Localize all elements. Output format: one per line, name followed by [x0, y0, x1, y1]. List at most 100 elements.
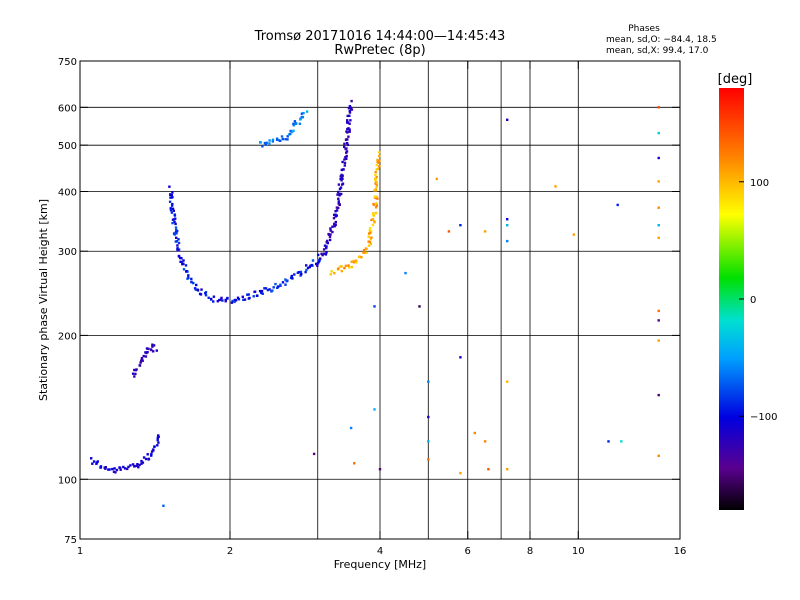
data-point: [264, 143, 268, 146]
data-point: [340, 173, 343, 177]
data-point: [224, 298, 227, 302]
data-point: [292, 124, 296, 127]
data-point: [212, 300, 215, 303]
data-point: [260, 289, 264, 293]
data-point: [169, 209, 173, 212]
data-points: [90, 99, 660, 507]
data-point: [322, 248, 326, 251]
data-point: [348, 128, 351, 131]
data-point: [131, 463, 135, 466]
data-point: [263, 287, 266, 290]
data-point: [341, 182, 345, 185]
data-point: [169, 193, 172, 196]
data-point: [133, 464, 136, 468]
data-point: [311, 259, 315, 262]
data-point: [374, 206, 378, 209]
data-point: [348, 266, 351, 269]
data-point: [221, 299, 224, 302]
data-point: [657, 393, 660, 397]
data-point: [284, 278, 287, 281]
data-point: [377, 167, 380, 170]
data-point: [260, 291, 263, 294]
data-point: [343, 164, 346, 167]
data-point: [375, 181, 378, 184]
data-point: [317, 260, 321, 263]
data-point: [368, 241, 372, 244]
data-point: [258, 289, 262, 293]
data-point: [375, 184, 378, 187]
data-point: [657, 156, 660, 160]
data-point: [299, 270, 303, 274]
data-point: [293, 273, 296, 276]
data-point: [177, 248, 181, 251]
data-point: [99, 465, 103, 468]
data-point: [362, 248, 366, 252]
data-point: [284, 138, 287, 141]
data-point: [194, 288, 198, 291]
data-point: [330, 270, 333, 273]
data-point: [427, 440, 430, 443]
data-point: [200, 288, 203, 291]
data-point: [345, 150, 349, 153]
data-point: [231, 299, 234, 303]
data-point: [289, 129, 292, 133]
data-point: [375, 175, 378, 179]
data-point: [107, 468, 110, 471]
data-point: [126, 467, 129, 471]
data-point: [343, 158, 346, 161]
data-point: [304, 270, 307, 274]
data-point: [174, 226, 178, 229]
data-point: [343, 142, 346, 145]
data-point: [136, 463, 139, 466]
data-point: [331, 225, 334, 228]
data-point: [447, 230, 451, 233]
data-point: [90, 457, 93, 460]
data-point: [344, 264, 348, 267]
data-point: [308, 265, 311, 269]
chart-title: Tromsø 20171016 14:44:00—14:45:43: [254, 29, 506, 44]
data-point: [139, 361, 142, 364]
colorbar-tick-label: 100: [750, 178, 769, 189]
data-point: [152, 344, 156, 347]
data-point: [321, 253, 324, 257]
data-point: [216, 300, 219, 303]
data-point: [378, 468, 382, 471]
data-point: [285, 280, 288, 283]
data-point: [360, 256, 363, 259]
data-point: [347, 127, 350, 130]
data-point: [234, 299, 238, 302]
data-point: [340, 265, 343, 268]
data-point: [329, 233, 332, 236]
data-point: [261, 145, 264, 148]
data-point: [271, 289, 274, 292]
data-point: [155, 349, 158, 352]
data-point: [187, 274, 190, 277]
data-point: [347, 264, 350, 267]
data-point: [459, 471, 462, 475]
data-point: [657, 180, 660, 183]
data-point: [168, 185, 171, 188]
data-point: [281, 281, 285, 284]
data-point: [173, 233, 176, 236]
data-point: [362, 251, 365, 254]
data-point: [140, 459, 143, 463]
data-point: [162, 504, 165, 507]
data-point: [353, 462, 356, 465]
data-point: [157, 435, 160, 439]
data-point: [372, 212, 375, 215]
data-point: [176, 229, 179, 233]
data-point: [218, 298, 221, 302]
data-point: [324, 253, 328, 256]
data-point: [171, 207, 175, 210]
data-point: [299, 274, 302, 277]
data-point: [348, 109, 351, 113]
data-point: [318, 257, 322, 261]
data-point: [332, 217, 336, 220]
data-point: [169, 207, 172, 210]
data-point: [348, 122, 351, 125]
data-point: [317, 253, 320, 257]
data-point: [316, 262, 319, 265]
data-point: [554, 185, 557, 188]
data-point: [180, 257, 183, 260]
